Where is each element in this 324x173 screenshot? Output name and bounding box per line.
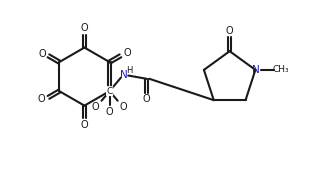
Text: CH₃: CH₃ <box>272 65 289 74</box>
Text: O: O <box>120 102 127 112</box>
Text: O: O <box>123 48 131 58</box>
Text: C: C <box>107 87 113 96</box>
Text: N: N <box>251 65 259 75</box>
Text: O: O <box>106 107 113 117</box>
Text: H: H <box>126 66 132 75</box>
Text: O: O <box>38 49 46 59</box>
Text: O: O <box>226 26 234 36</box>
Text: O: O <box>81 23 88 33</box>
Text: O: O <box>143 94 151 104</box>
Text: O: O <box>37 94 45 104</box>
Text: N: N <box>120 70 127 80</box>
Text: O: O <box>92 102 99 112</box>
Text: O: O <box>81 120 88 130</box>
